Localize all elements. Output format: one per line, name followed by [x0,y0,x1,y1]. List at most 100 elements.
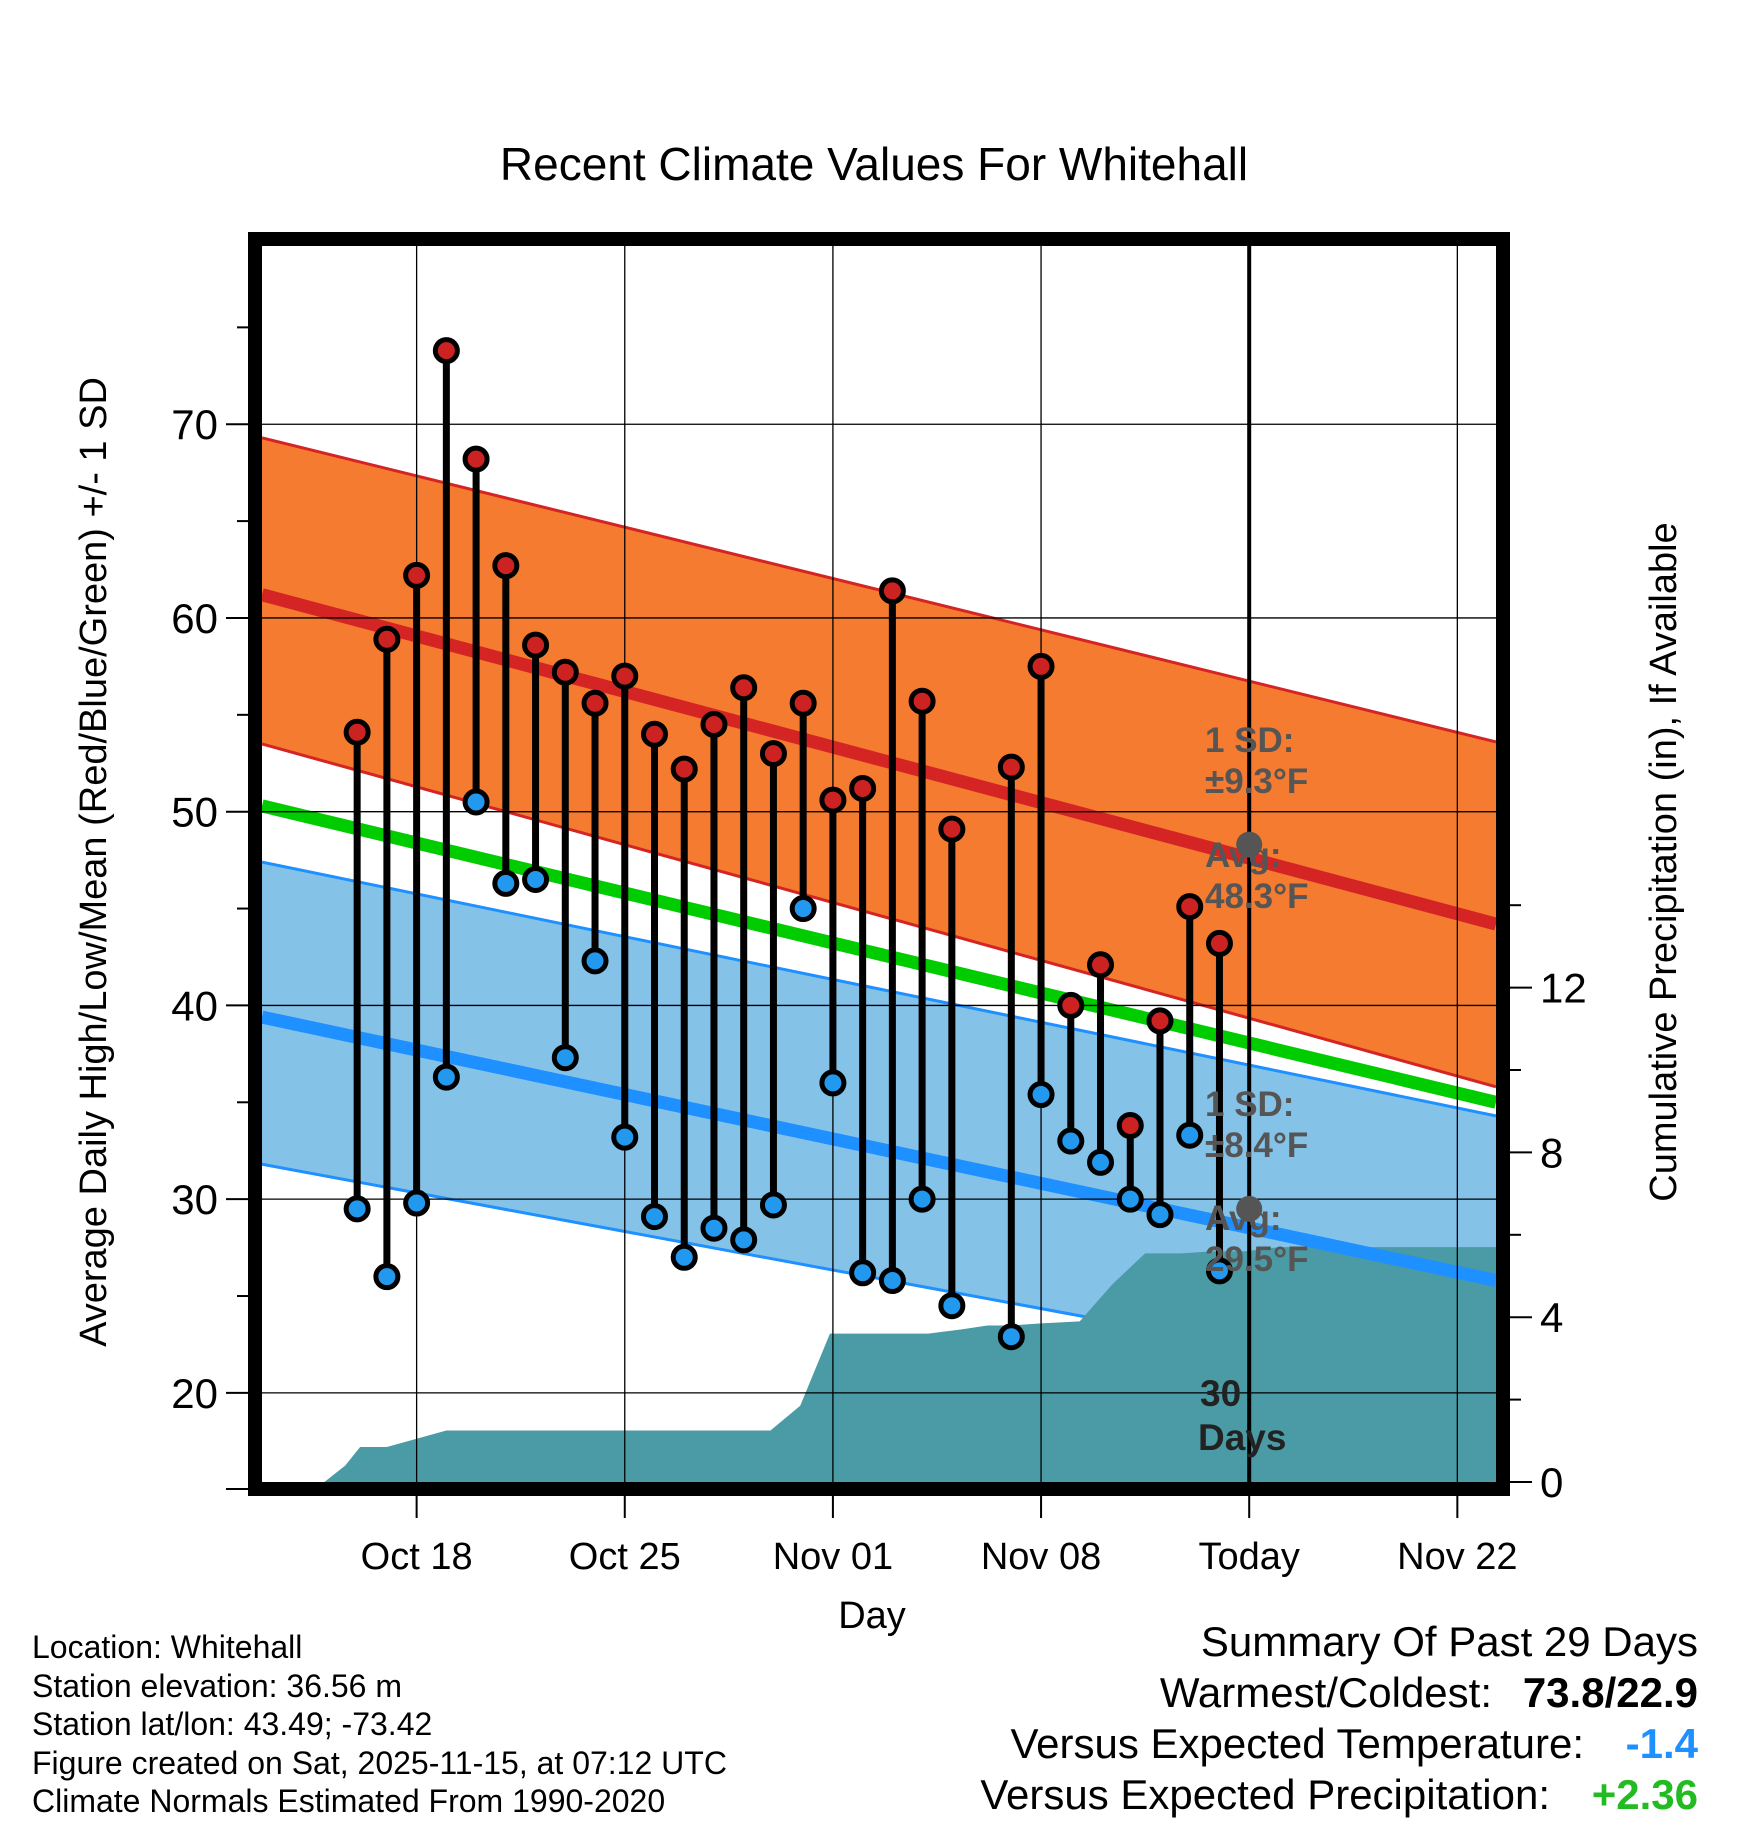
period-days-number: 30 [1200,1373,1241,1414]
y-tick-label: 70 [171,401,218,448]
y-tick-label: 30 [171,1176,218,1223]
daily-high-point [700,711,728,739]
station-latlon: Station lat/lon: 43.49; -73.42 [32,1706,433,1742]
low-sd-value: ±8.4°F [1205,1126,1308,1165]
daily-high-point [1176,893,1204,921]
warm-cold-value: 73.8/22.9 [1522,1669,1698,1716]
y-tick-label: 60 [171,595,218,642]
y2-axis-title: Cumulative Precipitation (in), If Availa… [1643,522,1685,1201]
warm-cold-row: Warmest/Coldest: 73.8/22.9 [980,1667,1698,1718]
x-tick-label: Oct 18 [361,1536,473,1578]
summary-panel: Summary Of Past 29 Days Warmest/Coldest:… [980,1616,1698,1820]
daily-high-point [789,689,817,717]
today-normal-low-marker [1236,1195,1263,1222]
daily-low-point [551,1044,579,1072]
daily-low-point [641,1203,669,1231]
daily-high-point [1205,929,1233,957]
daily-high-point [1116,1112,1144,1140]
y-axis-title: Average Daily High/Low/Mean (Red/Blue/Gr… [73,377,115,1347]
daily-high-point [849,774,877,802]
daily-low-point [432,1063,460,1091]
daily-high-point [1027,652,1055,680]
daily-low-point [849,1259,877,1287]
high-sd-label: 1 SD: [1205,721,1294,760]
plot-frame [248,232,1510,1496]
daily-high-point [343,718,371,746]
daily-low-point [819,1069,847,1097]
high-avg-label: Avg: [1205,836,1281,875]
daily-low-point [1057,1127,1085,1155]
x-tick-label: Nov 08 [981,1536,1101,1578]
x-tick-label: Today [1198,1536,1299,1578]
low-sd-label: 1 SD: [1205,1085,1294,1124]
x-tick-label: Nov 22 [1397,1536,1517,1578]
today-normal-high-marker [1236,831,1263,858]
y2-tick-label: 12 [1540,965,1587,1012]
daily-low-point [611,1123,639,1151]
x-axis-title: Day [838,1595,906,1637]
daily-high-point [1146,1007,1174,1035]
low-avg-label: Avg: [1205,1199,1281,1238]
plot-border [248,232,1510,1496]
daily-low-point [1176,1121,1204,1149]
y-tick-label: 50 [171,789,218,836]
daily-high-point [759,740,787,768]
climate-normals: Climate Normals Estimated From 1990-2020 [32,1783,666,1819]
temp-deviation-value: -1.4 [1625,1720,1698,1767]
daily-high-point [908,687,936,715]
high-sd-value: ±9.3°F [1205,762,1308,801]
summary-title: Summary Of Past 29 Days [1200,1618,1698,1665]
daily-high-point [432,337,460,365]
daily-high-point [730,674,758,702]
daily-low-point [492,869,520,897]
daily-low-point [878,1267,906,1295]
temp-deviation-label: Versus Expected Temperature: [1010,1720,1584,1767]
normal-high-line [262,588,1496,931]
daily-low-point [908,1185,936,1213]
normal-mean-line [262,799,1496,1109]
daily-low-point [1027,1081,1055,1109]
daily-low-point [403,1189,431,1217]
daily-high-point [581,689,609,717]
y-tick-label: 20 [171,1370,218,1417]
daily-high-point [492,552,520,580]
normal-low-line [262,1010,1496,1287]
station-location: Location: Whitehall [32,1629,303,1665]
y2-tick-label: 0 [1540,1459,1563,1506]
daily-low-point [1116,1185,1144,1213]
high-avg-value: 48.3°F [1205,877,1309,916]
daily-high-point [1087,951,1115,979]
low-band-upper-edge [262,860,1496,1118]
chart-title: Recent Climate Values For Whitehall [500,138,1248,190]
annotations: 1 SD: ±9.3°F Avg: 48.3°F 1 SD: ±8.4°F Av… [1198,721,1309,1458]
daily-high-point [670,755,698,783]
daily-low-point [462,788,490,816]
daily-high-point [611,662,639,690]
daily-high-point [551,658,579,686]
daily-low-point [700,1214,728,1242]
daily-range-stems [343,337,1263,1351]
daily-low-point [997,1323,1025,1351]
period-days-label: Days [1198,1417,1286,1458]
x-tick-label: Nov 01 [773,1536,893,1578]
daily-low-point [670,1243,698,1271]
precipitation-area [324,1247,1496,1482]
daily-low-point [1087,1148,1115,1176]
precip-deviation-value: +2.36 [1591,1771,1698,1818]
axis-ticks: 20 30 40 50 60 70 0 4 8 12 Oct 18 Oct 25 Nov 01 Nov 0… [171,326,1587,1578]
daily-low-point [373,1263,401,1291]
x-tick-label: Oct 25 [569,1536,681,1578]
daily-high-point [373,625,401,653]
daily-high-point [878,577,906,605]
y2-tick-label: 4 [1540,1294,1563,1341]
y2-tick-label: 8 [1540,1129,1563,1176]
daily-high-point [1057,991,1085,1019]
y-tick-label: 40 [171,982,218,1029]
daily-low-point [759,1191,787,1219]
daily-high-point [403,561,431,589]
figure-created: Figure created on Sat, 2025-11-15, at 07… [32,1744,727,1781]
daily-low-point [789,895,817,923]
daily-high-point [522,631,550,659]
daily-high-point [819,786,847,814]
